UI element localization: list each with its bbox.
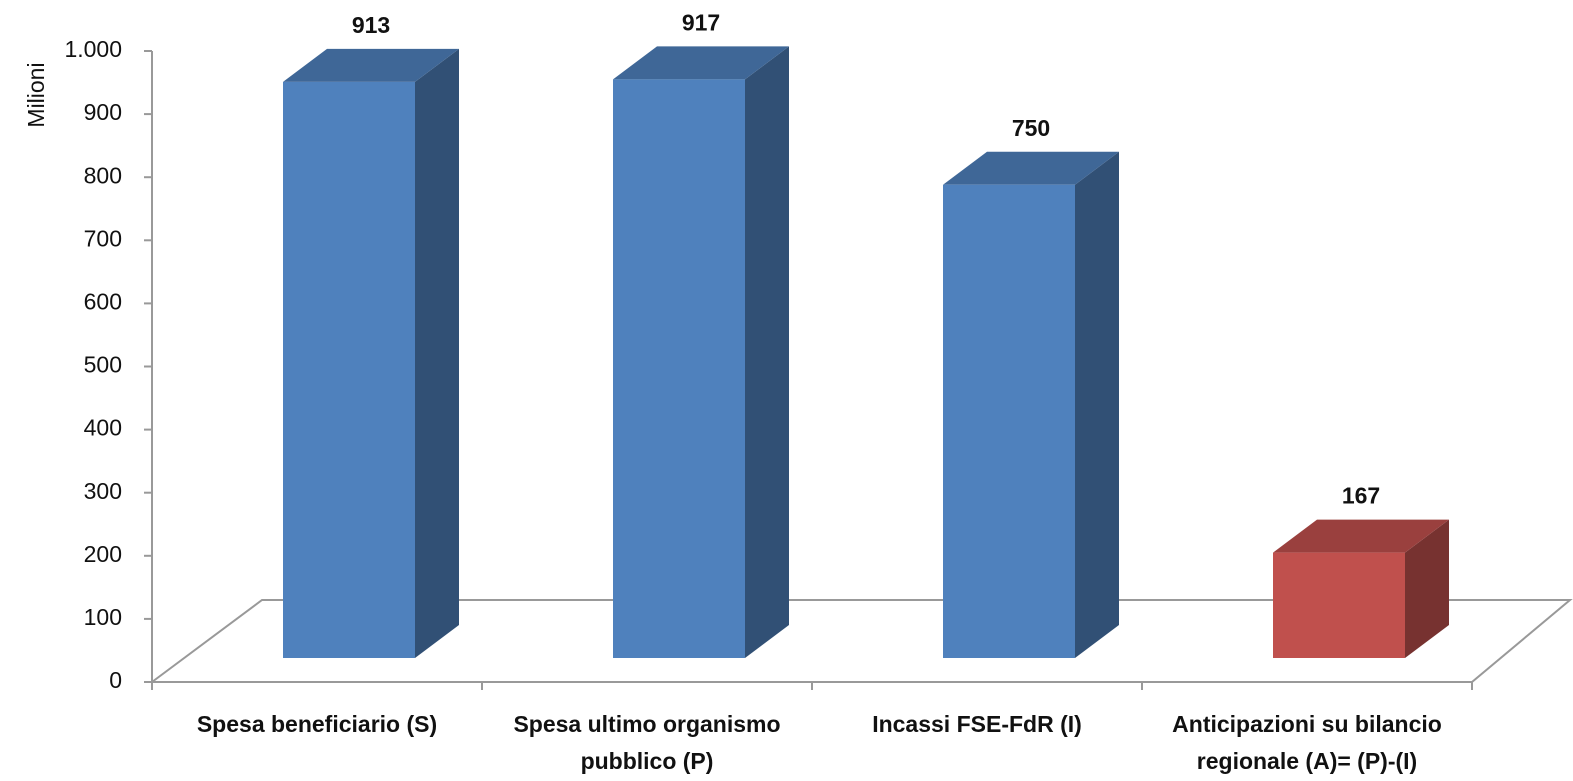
bar-side — [745, 46, 789, 659]
x-tick-label: pubblico (P) — [581, 748, 714, 774]
x-tick-label: Anticipazioni su bilancio — [1172, 711, 1442, 737]
x-tick-label: Spesa ultimo organismo — [513, 711, 780, 737]
y-tick-label: 100 — [84, 604, 122, 630]
bar-top — [943, 151, 1119, 185]
floor — [148, 599, 1573, 683]
x-tick-label: Spesa beneficiario (S) — [197, 711, 437, 737]
bar-top — [283, 48, 459, 82]
bar-top — [613, 46, 789, 80]
y-tick-label: 0 — [109, 667, 122, 693]
value-label: 750 — [1012, 115, 1050, 141]
x-tick-label: Incassi FSE-FdR (I) — [872, 711, 1082, 737]
bar — [283, 48, 459, 659]
value-label: 913 — [352, 12, 390, 38]
y-tick-label: 800 — [84, 162, 122, 188]
y-tick-label: 900 — [84, 99, 122, 125]
bar — [613, 46, 789, 659]
bar — [1273, 519, 1449, 658]
bar-front — [613, 79, 745, 659]
bar-side — [1405, 519, 1449, 658]
y-tick-label: 600 — [84, 288, 122, 314]
y-tick-label: 500 — [84, 352, 122, 378]
bar-top — [1273, 519, 1449, 553]
y-axis-label: Milioni — [23, 62, 49, 127]
value-label: 167 — [1342, 483, 1380, 509]
y-tick-label: 200 — [84, 541, 122, 567]
bar-side — [415, 48, 459, 659]
y-tick-label: 400 — [84, 415, 122, 441]
bar — [943, 151, 1119, 658]
bar-front — [1273, 552, 1405, 658]
value-label: 917 — [682, 9, 720, 35]
y-tick-label: 1.000 — [64, 36, 122, 62]
y-tick-label: 300 — [84, 478, 122, 504]
x-tick-label: regionale (A)= (P)-(I) — [1197, 748, 1417, 774]
bar-side — [1075, 151, 1119, 658]
bar-front — [943, 184, 1075, 658]
y-tick-label: 700 — [84, 225, 122, 251]
bar-front — [283, 81, 415, 659]
